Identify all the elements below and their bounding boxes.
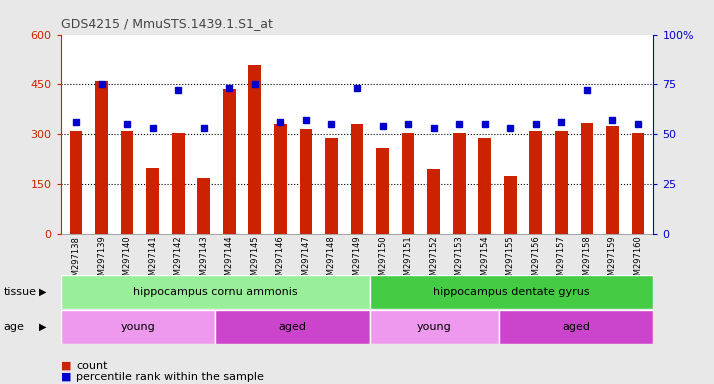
Bar [606, 126, 619, 234]
Bar [70, 131, 82, 234]
Bar [498, 310, 653, 344]
Text: aged: aged [278, 322, 306, 332]
Text: young: young [121, 322, 156, 332]
Text: young: young [417, 322, 452, 332]
Bar [632, 133, 644, 234]
Text: GDS4215 / MmuSTS.1439.1.S1_at: GDS4215 / MmuSTS.1439.1.S1_at [61, 17, 273, 30]
Bar [61, 275, 370, 309]
Text: ■: ■ [61, 372, 71, 382]
Bar [325, 138, 338, 234]
Bar [478, 138, 491, 234]
Bar [529, 131, 542, 234]
Bar [427, 169, 440, 234]
Bar [376, 148, 389, 234]
Bar [370, 310, 498, 344]
Bar [216, 310, 370, 344]
Text: percentile rank within the sample: percentile rank within the sample [76, 372, 264, 382]
Bar [121, 131, 134, 234]
Bar [555, 131, 568, 234]
Text: ■: ■ [61, 361, 71, 371]
Bar [223, 89, 236, 234]
Text: tissue: tissue [4, 287, 36, 297]
Bar [146, 168, 159, 234]
Bar [172, 133, 185, 234]
Text: ▶: ▶ [39, 322, 47, 332]
Text: ▶: ▶ [39, 287, 47, 297]
Bar [61, 310, 216, 344]
Text: hippocampus dentate gyrus: hippocampus dentate gyrus [433, 287, 590, 297]
Bar [197, 178, 210, 234]
Bar [370, 275, 653, 309]
Text: age: age [4, 322, 24, 332]
Text: aged: aged [562, 322, 590, 332]
Bar [248, 65, 261, 234]
Bar [580, 123, 593, 234]
Bar [274, 124, 287, 234]
Bar [402, 133, 414, 234]
Bar [300, 129, 312, 234]
Bar [95, 81, 108, 234]
Bar [453, 133, 466, 234]
Text: hippocampus cornu ammonis: hippocampus cornu ammonis [133, 287, 298, 297]
Bar [351, 124, 363, 234]
Text: count: count [76, 361, 108, 371]
Bar [504, 176, 517, 234]
